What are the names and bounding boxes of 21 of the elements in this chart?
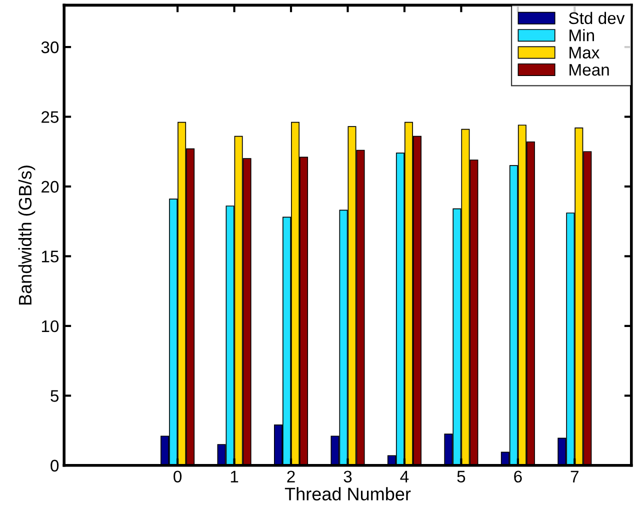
legend-label: Std dev xyxy=(568,12,625,24)
x-tick-label: 6 xyxy=(514,470,522,483)
y-tick-label: 30 xyxy=(41,41,59,54)
x-tick-label: 2 xyxy=(287,470,295,482)
x-tick-label: 7 xyxy=(570,470,578,482)
y-tick-label: 25 xyxy=(42,111,59,123)
x-tick-label: 1 xyxy=(230,470,238,482)
x-tick-label: 0 xyxy=(174,470,182,483)
x-tick-label: 3 xyxy=(344,470,352,483)
x-tick-label: 5 xyxy=(457,470,466,483)
y-tick-label: 0 xyxy=(50,460,59,472)
y-tick-label: 10 xyxy=(42,320,59,332)
legend-label: Max xyxy=(570,46,600,59)
y-tick-label: 15 xyxy=(42,250,59,262)
x-tick-label: 4 xyxy=(400,470,409,482)
y-tick-label: 5 xyxy=(50,390,59,402)
x-axis-title: Thread Number xyxy=(284,487,411,500)
legend-label: Min xyxy=(570,29,594,42)
y-tick-label: 20 xyxy=(42,180,59,193)
legend-label: Mean xyxy=(570,64,609,76)
y-axis-title: Bandwidth (GB/s) xyxy=(18,166,36,305)
